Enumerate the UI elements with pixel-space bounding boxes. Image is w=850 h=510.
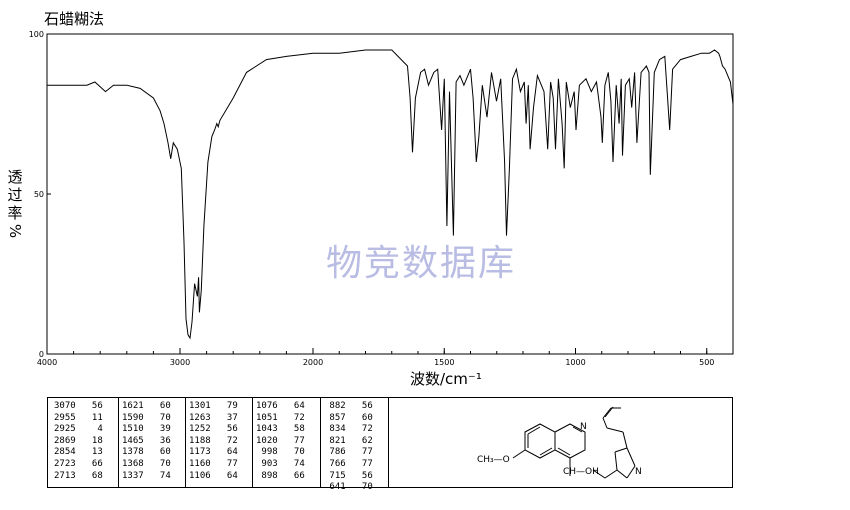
- peak-table-row: 1510 39: [122, 424, 171, 435]
- x-tick-label: 1500: [434, 358, 454, 367]
- peak-table-row: 1043 58: [256, 424, 305, 435]
- peak-table-row: 998 70: [256, 447, 305, 458]
- peak-table-row: 641 70: [324, 482, 373, 493]
- spectrum-line: [47, 49, 734, 340]
- peak-table-column: 1301 79 1263 37 1252 56 1188 72 1173 64 1160 …: [189, 401, 238, 482]
- peak-table-row: 715 56: [324, 470, 373, 481]
- x-tick-label: 4000: [37, 358, 57, 367]
- peak-table-row: 834 72: [324, 424, 373, 435]
- y-tick-label: 50: [34, 190, 44, 199]
- peak-table-row: 1621 60: [122, 401, 171, 411]
- peak-table-row: 1337 74: [122, 470, 171, 481]
- peak-table-row: 766 77: [324, 458, 373, 469]
- y-axis-label-char: 率: [7, 204, 23, 222]
- y-tick-label: 0: [39, 350, 44, 359]
- peak-table-row: 1378 60: [122, 447, 171, 458]
- peak-table-row: 1263 37: [189, 412, 238, 423]
- table-divider: [252, 398, 253, 487]
- watermark: 物竞数据库: [326, 243, 517, 284]
- table-divider: [185, 398, 186, 487]
- peak-table-column: 882 56 857 60 834 72 821 62 786 77 766 7…: [324, 401, 373, 494]
- peak-table-row: 1106 64: [189, 470, 238, 481]
- x-axis-label: 波数/cm⁻¹: [410, 370, 482, 388]
- ir-spectrum-chart: 4000 3000 2000 1500 1000 500 0 50 100: [29, 30, 734, 367]
- peak-table-row: 2925 4: [54, 424, 103, 435]
- peak-table-row: 1368 70: [122, 458, 171, 469]
- y-axis-label-char: 透: [7, 168, 23, 186]
- y-tick-label: 100: [29, 30, 44, 39]
- peak-table-row: 1173 64: [189, 447, 238, 458]
- peak-table-row: 1590 70: [122, 412, 171, 423]
- table-divider: [388, 398, 389, 487]
- x-tick-label: 500: [699, 358, 714, 367]
- peak-table-column: 1076 64 1051 72 1043 58 1020 77 998 70 903 …: [256, 401, 305, 482]
- peak-table-row: 1252 56: [189, 424, 238, 435]
- peak-table-row: 2869 18: [54, 435, 103, 446]
- ring-nitrogen-label: N: [580, 422, 587, 432]
- hydroxyl-label: CH—OH: [563, 467, 599, 477]
- peak-table-row: 903 74: [256, 458, 305, 469]
- peak-table-row: 1160 77: [189, 458, 238, 469]
- table-divider: [118, 398, 119, 487]
- peak-table-column: 1621 60 1590 70 1510 39 1465 36 1378 60 1368 …: [122, 401, 171, 482]
- peak-table-column: 3070 56 2955 11 2925 4 2869 18 2854 13 2723 6…: [54, 401, 103, 482]
- table-divider: [320, 398, 321, 487]
- peak-table-row: 3070 56: [54, 401, 103, 411]
- peak-table-row: 821 62: [324, 435, 373, 446]
- bridge-nitrogen-label: N: [635, 467, 642, 477]
- x-tick-label: 3000: [170, 358, 190, 367]
- peak-table-row: 2854 13: [54, 447, 103, 458]
- peak-table-row: 898 66: [256, 470, 305, 481]
- peak-table: 3070 56 2955 11 2925 4 2869 18 2854 13 2723 6…: [47, 397, 733, 492]
- peak-table-row: 1020 77: [256, 435, 305, 446]
- peak-table-row: 1076 64: [256, 401, 305, 411]
- chart-title: 石蜡糊法: [44, 10, 105, 28]
- peak-table-row: 1301 79: [189, 401, 238, 411]
- peak-table-row: 1188 72: [189, 435, 238, 446]
- peak-table-row: 786 77: [324, 447, 373, 458]
- peak-table-row: 2955 11: [54, 412, 103, 423]
- plot-frame: [46, 33, 734, 355]
- peak-table-row: 1465 36: [122, 435, 171, 446]
- x-tick-label: 1000: [565, 358, 585, 367]
- molecular-structure: CH₃—O N CH—OH N: [477, 406, 642, 479]
- peak-table-row: 857 60: [324, 412, 373, 423]
- methoxy-label: CH₃—O: [477, 455, 510, 465]
- peak-table-row: 1051 72: [256, 412, 305, 423]
- x-tick-label: 2000: [303, 358, 323, 367]
- y-axis-label: 透 过 率 %: [4, 168, 26, 240]
- peak-table-row: 2713 68: [54, 470, 103, 481]
- y-axis-label-char: 过: [7, 186, 23, 204]
- peak-table-row: 2723 66: [54, 458, 103, 469]
- peak-table-row: 882 56: [324, 401, 373, 411]
